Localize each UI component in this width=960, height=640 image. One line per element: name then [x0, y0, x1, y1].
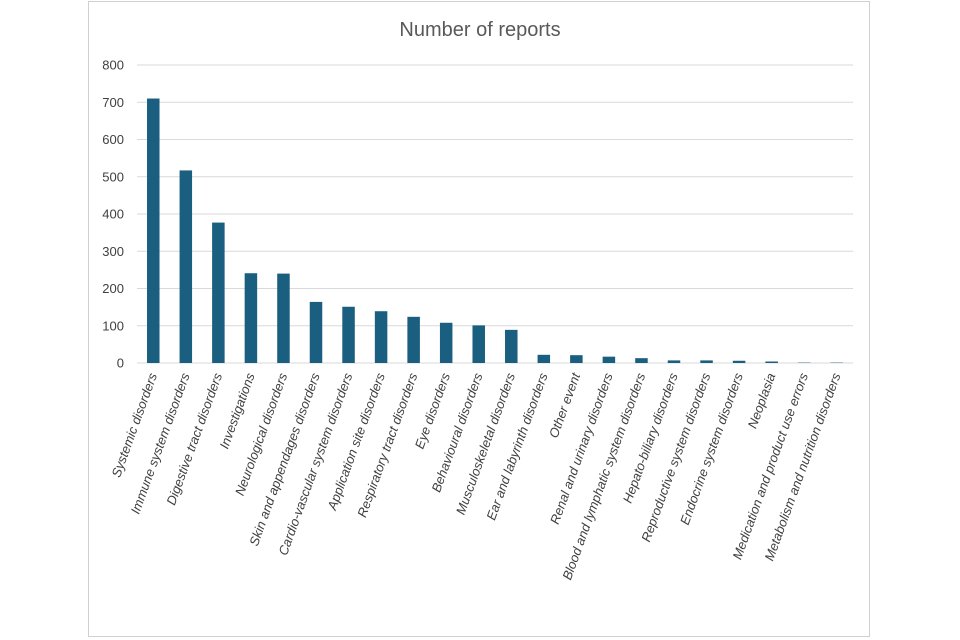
bar	[472, 325, 485, 363]
bar	[700, 360, 713, 363]
bar	[537, 354, 551, 363]
y-tick-label: 500	[102, 169, 124, 184]
y-tick-label: 300	[102, 244, 124, 259]
bar	[732, 360, 746, 363]
bar	[570, 355, 583, 363]
x-category-label: Other event	[546, 370, 584, 440]
bar	[635, 358, 648, 363]
x-category-label: Respiratory tract disorders	[354, 370, 420, 519]
gridlines	[137, 64, 853, 364]
bar	[212, 222, 225, 363]
bar	[309, 301, 323, 363]
y-tick-label: 100	[102, 318, 124, 333]
bar	[602, 356, 616, 363]
y-tick-label: 200	[102, 281, 124, 296]
bar	[765, 361, 778, 363]
bar	[439, 322, 453, 363]
x-category-label: Ear and labyrinth disorders	[483, 370, 550, 522]
y-tick-label: 400	[102, 207, 124, 222]
y-tick-label: 800	[102, 58, 124, 73]
y-tick-label: 600	[102, 132, 124, 147]
bar	[147, 98, 160, 364]
y-axis-tick-labels: 0 100 200 300 400 500 600 700 800	[102, 58, 124, 371]
bar	[407, 316, 420, 363]
bar	[277, 273, 290, 363]
x-category-label: Neoplasia	[745, 371, 779, 430]
y-tick-label: 0	[117, 356, 124, 371]
bars	[147, 98, 843, 364]
chart-title: Number of reports	[399, 19, 560, 41]
x-category-label: Endocrine system disorders	[677, 370, 746, 526]
bar	[342, 306, 355, 363]
y-tick-label: 700	[102, 95, 124, 110]
bar	[374, 311, 388, 363]
bar	[505, 329, 518, 363]
bar	[179, 170, 193, 363]
bar	[244, 273, 258, 363]
bar	[667, 360, 681, 363]
